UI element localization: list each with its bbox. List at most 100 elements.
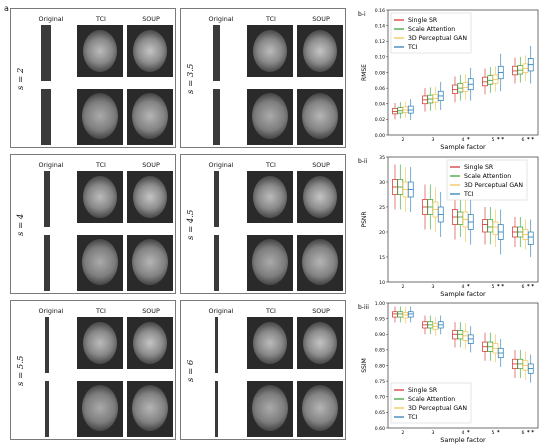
scale-label: s = 4.5 bbox=[186, 209, 196, 241]
significance-mark: * * bbox=[527, 430, 534, 436]
column-header-tci: TCI bbox=[96, 307, 106, 315]
y-tick-label: 0.00 bbox=[375, 133, 385, 139]
column-header-tci: TCI bbox=[266, 161, 276, 169]
image-grid-panel: Original TCI SOUP s = 2 Original TCI SOU… bbox=[10, 8, 346, 440]
legend-label: Scale Attention bbox=[408, 396, 455, 403]
group-scale-5-5: Original TCI SOUP s = 5.5 bbox=[10, 300, 176, 440]
legend-label: TCI bbox=[407, 44, 418, 51]
box-mark bbox=[527, 231, 534, 245]
y-tick-label: 20 bbox=[379, 230, 385, 236]
legend-label: 3D Perceptual GAN bbox=[408, 405, 467, 412]
soup-image-coronal bbox=[127, 381, 173, 437]
soup-image-axial bbox=[127, 25, 173, 77]
original-image-coronal bbox=[213, 89, 220, 145]
y-tick-label: 0.75 bbox=[375, 379, 385, 385]
column-header-tci: TCI bbox=[96, 15, 106, 23]
column-header-tci: TCI bbox=[266, 15, 276, 23]
y-tick-label: 0.02 bbox=[375, 117, 385, 123]
y-tick-label: 0.12 bbox=[375, 39, 385, 45]
column-header-tci: TCI bbox=[96, 161, 106, 169]
original-image-axial bbox=[213, 25, 220, 81]
x-tick-label: 5 bbox=[492, 430, 495, 436]
significance-mark: * bbox=[467, 430, 470, 436]
soup-image-axial bbox=[127, 171, 173, 223]
x-tick-label: 2 bbox=[402, 284, 405, 290]
original-image-coronal bbox=[214, 235, 219, 291]
significance-mark: * * bbox=[527, 284, 534, 290]
scale-label: s = 2 bbox=[16, 67, 26, 91]
y-tick-label: 35 bbox=[379, 155, 385, 161]
y-tick-label: 0.85 bbox=[375, 348, 385, 354]
y-axis-label: PSNR bbox=[361, 211, 368, 227]
x-tick-label: 5 bbox=[492, 284, 495, 290]
x-tick-label: 3 bbox=[432, 137, 435, 143]
original-image-coronal bbox=[45, 381, 49, 437]
legend-box bbox=[390, 382, 472, 424]
x-axis-label: Sample factor bbox=[440, 290, 486, 298]
panel-label-a: a bbox=[4, 4, 9, 13]
y-tick-label: 15 bbox=[379, 255, 385, 261]
original-image-axial bbox=[45, 317, 49, 373]
soup-image-axial bbox=[297, 317, 343, 369]
x-tick-label: 4 bbox=[462, 284, 465, 290]
tci-image-coronal bbox=[77, 381, 123, 437]
group-scale-4: Original TCI SOUP s = 4 bbox=[10, 154, 176, 294]
y-tick-label: 0.06 bbox=[375, 86, 385, 92]
x-tick-label: 3 bbox=[432, 284, 435, 290]
column-header-soup: SOUP bbox=[312, 161, 330, 169]
soup-image-coronal bbox=[297, 235, 343, 291]
x-tick-label: 6 bbox=[522, 284, 525, 290]
original-image-axial bbox=[215, 317, 218, 373]
y-tick-label: 10 bbox=[379, 280, 385, 286]
x-tick-label: 2 bbox=[402, 430, 405, 436]
x-axis-label: Sample factor bbox=[440, 143, 486, 151]
column-header-soup: SOUP bbox=[312, 307, 330, 315]
x-tick-label: 6 bbox=[522, 430, 525, 436]
tci-image-axial bbox=[247, 317, 293, 369]
legend-label: Single SR bbox=[408, 387, 438, 394]
y-tick-label: 30 bbox=[379, 180, 385, 186]
x-tick-label: 5 bbox=[492, 137, 495, 143]
panel-label: b-i bbox=[358, 11, 366, 18]
x-tick-label: 2 bbox=[402, 137, 405, 143]
scale-label: s = 4 bbox=[16, 213, 26, 237]
column-header-soup: SOUP bbox=[142, 15, 160, 23]
tci-image-coronal bbox=[247, 235, 293, 291]
y-tick-label: 0.08 bbox=[375, 70, 385, 76]
legend-label: Scale Attention bbox=[464, 173, 511, 180]
y-axis-label: RMSE bbox=[361, 64, 368, 81]
tci-image-axial bbox=[247, 171, 293, 223]
legend-label: TCI bbox=[463, 191, 474, 198]
significance-mark: * * bbox=[497, 284, 504, 290]
legend-box bbox=[446, 159, 528, 201]
original-image-coronal bbox=[41, 89, 51, 145]
group-scale-3-5: Original TCI SOUP s = 3.5 bbox=[180, 8, 346, 148]
y-tick-label: 0.60 bbox=[375, 426, 385, 432]
soup-image-coronal bbox=[127, 235, 173, 291]
significance-mark: * * bbox=[527, 137, 534, 143]
y-tick-label: 0.95 bbox=[375, 316, 385, 322]
group-scale-6: Original TCI SOUP s = 6 bbox=[180, 300, 346, 440]
legend-box bbox=[390, 12, 472, 54]
y-tick-label: 0.10 bbox=[375, 55, 385, 61]
x-axis-label: Sample factor bbox=[440, 436, 486, 444]
y-axis-label: SSIM bbox=[361, 358, 368, 373]
tci-image-axial bbox=[247, 25, 293, 77]
column-header-original: Original bbox=[208, 15, 234, 23]
significance-mark: * bbox=[497, 430, 500, 436]
y-tick-label: 0.04 bbox=[375, 102, 385, 108]
soup-image-coronal bbox=[297, 89, 343, 145]
y-tick-label: 0.90 bbox=[375, 332, 385, 338]
tci-image-coronal bbox=[247, 381, 293, 437]
legend-label: Single SR bbox=[408, 17, 438, 24]
original-image-coronal bbox=[215, 381, 218, 437]
y-tick-label: 0.16 bbox=[375, 8, 385, 14]
charts-panel: b-i 0.00 0.02 0.04 0.06 0.08 0.10 0.12 0.14 0.16 R… bbox=[348, 0, 550, 444]
x-tick-label: 3 bbox=[432, 430, 435, 436]
soup-image-axial bbox=[297, 25, 343, 77]
tci-image-coronal bbox=[247, 89, 293, 145]
original-image-axial bbox=[214, 171, 219, 227]
scale-label: s = 6 bbox=[186, 359, 196, 383]
tci-image-axial bbox=[77, 317, 123, 369]
y-tick-label: 1.00 bbox=[375, 301, 385, 307]
